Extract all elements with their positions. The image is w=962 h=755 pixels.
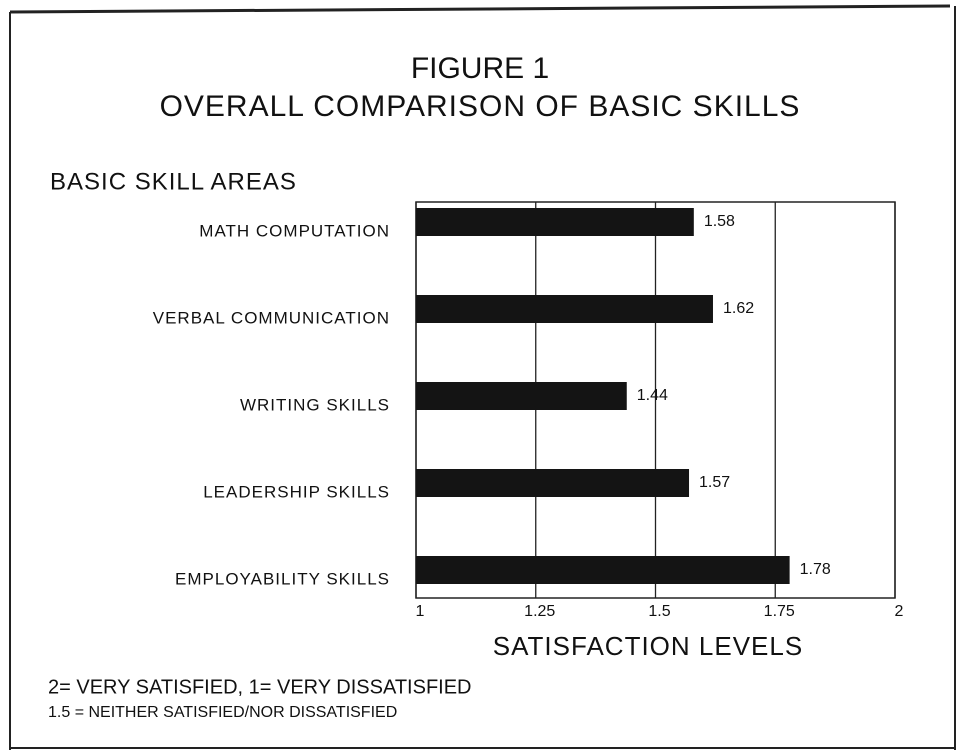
- bar: [416, 556, 790, 584]
- x-axis-label: SATISFACTION LEVELS: [493, 631, 803, 661]
- value-label: 1.57: [699, 474, 730, 491]
- note: 1.5 = NEITHER SATISFIED/NOR DISSATISFIED: [48, 704, 397, 721]
- value-label: 1.62: [723, 300, 754, 317]
- chart-subtitle: OVERALL COMPARISON OF BASIC SKILLS: [160, 90, 801, 123]
- bar: [416, 382, 627, 410]
- y-tick-label: EMPLOYABILITY SKILLS: [175, 569, 390, 588]
- bar: [416, 208, 694, 236]
- value-label: 1.58: [704, 213, 735, 230]
- chart-title: FIGURE 1: [411, 52, 549, 85]
- y-axis-label: BASIC SKILL AREAS: [50, 168, 297, 195]
- bar: [416, 469, 690, 497]
- value-label: 1.78: [800, 561, 831, 578]
- x-tick-label: 1.5: [648, 603, 670, 620]
- note: 2= VERY SATISFIED, 1= VERY DISSATISFIED: [48, 676, 472, 698]
- y-tick-label: MATH COMPUTATION: [199, 221, 390, 240]
- x-tick-label: 1.75: [764, 603, 795, 620]
- y-tick-label: WRITING SKILLS: [240, 395, 390, 414]
- x-tick-label: 1.25: [524, 603, 555, 620]
- y-tick-label: LEADERSHIP SKILLS: [203, 482, 390, 501]
- bar: [416, 295, 713, 323]
- value-label: 1.44: [637, 387, 668, 404]
- x-tick-label: 2: [895, 603, 904, 620]
- frame-top: [9, 4, 951, 14]
- y-tick-label: VERBAL COMMUNICATION: [153, 308, 390, 327]
- x-tick-label: 1: [416, 603, 425, 620]
